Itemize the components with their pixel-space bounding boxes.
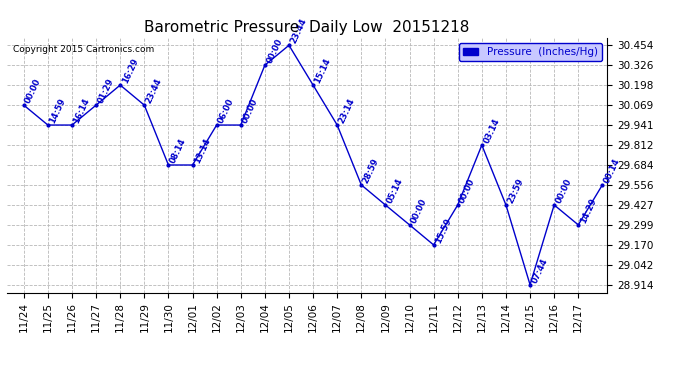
Text: 16:29: 16:29 xyxy=(120,57,139,85)
Text: 00:00: 00:00 xyxy=(23,77,43,105)
Text: Copyright 2015 Cartronics.com: Copyright 2015 Cartronics.com xyxy=(13,45,154,54)
Text: 28:59: 28:59 xyxy=(362,157,381,185)
Text: 15:59: 15:59 xyxy=(433,217,453,245)
Text: 01:29: 01:29 xyxy=(96,77,115,105)
Text: 00:00: 00:00 xyxy=(241,98,260,125)
Text: 00:00: 00:00 xyxy=(409,197,428,225)
Text: 14:59: 14:59 xyxy=(48,97,68,125)
Text: 06:00: 06:00 xyxy=(217,97,236,125)
Text: 23:44: 23:44 xyxy=(144,77,164,105)
Text: 00:00: 00:00 xyxy=(457,177,477,205)
Text: 00:00: 00:00 xyxy=(554,177,573,205)
Text: 05:14: 05:14 xyxy=(386,177,405,205)
Text: 08:14: 08:14 xyxy=(168,137,188,165)
Text: 03:14: 03:14 xyxy=(482,117,501,145)
Text: 00:00: 00:00 xyxy=(265,38,284,65)
Text: 07:44: 07:44 xyxy=(530,257,549,285)
Text: 23:59: 23:59 xyxy=(506,177,525,205)
Text: 14:29: 14:29 xyxy=(578,197,598,225)
Legend: Pressure  (Inches/Hg): Pressure (Inches/Hg) xyxy=(459,43,602,61)
Title: Barometric Pressure  Daily Low  20151218: Barometric Pressure Daily Low 20151218 xyxy=(144,20,470,35)
Text: 23:44: 23:44 xyxy=(289,17,308,45)
Text: 13:14: 13:14 xyxy=(193,137,212,165)
Text: 16:14: 16:14 xyxy=(72,97,92,125)
Text: 00:14: 00:14 xyxy=(602,157,622,185)
Text: 23:14: 23:14 xyxy=(337,97,357,125)
Text: 15:14: 15:14 xyxy=(313,57,333,85)
